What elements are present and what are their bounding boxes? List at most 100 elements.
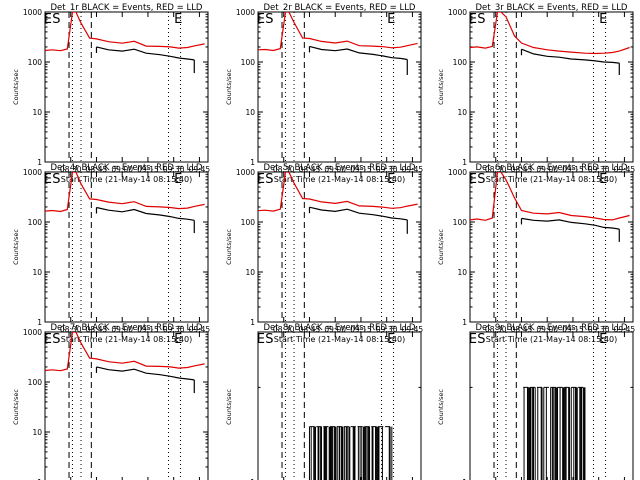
marker-label: S (265, 332, 273, 347)
x-axis-label: Start Time (21-May-14 08:15:40) (486, 335, 617, 344)
panel-title: Det_9r BLACK = Events, RED = LLD (476, 323, 628, 333)
x-tick-label: 08:45 (299, 165, 321, 174)
y-tick-label: 10 (245, 108, 255, 117)
x-tick-label: 09:00 (536, 165, 558, 174)
y-axis-label: Counts/sec (12, 229, 20, 265)
lld-series-line (258, 12, 418, 52)
y-tick-label: 1000 (448, 168, 467, 177)
y-tick-label: 1000 (23, 328, 42, 337)
panel-4: Det_4r BLACK = Events, RED = LLD 1 10 100 10… (12, 163, 210, 344)
x-tick-label: 09:30 (163, 165, 185, 174)
events-series-line (96, 206, 195, 221)
marker-label: S (52, 172, 60, 187)
y-tick-label: 1000 (236, 168, 255, 177)
x-tick-label: 09:15 (562, 325, 584, 334)
plot-frame (44, 11, 209, 163)
y-tick-label: 1 (250, 478, 255, 480)
x-axis-label: Start Time (21-May-14 08:15:40) (274, 335, 405, 344)
events-series-line (96, 46, 195, 61)
marker-label: E (44, 332, 52, 347)
x-tick-label: 09:15 (562, 165, 584, 174)
y-tick-label: 1 (37, 158, 42, 167)
plot-frame (44, 171, 209, 323)
marker-label: S (265, 12, 273, 27)
x-tick-label: 09:30 (588, 325, 610, 334)
panel-2: Det_2r BLACK = Events, RED = LLD 1 10 100 10… (225, 3, 423, 184)
marker-label: E (469, 332, 477, 347)
x-axis-label: Start Time (21-May-14 08:15:40) (61, 335, 192, 344)
panel-title: Det_2r BLACK = Events, RED = LLD (264, 3, 416, 13)
x-tick-label: 09:00 (111, 325, 133, 334)
panel-9: Det_9r BLACK = Events, RED = LLD 1 Counts/… (437, 323, 634, 480)
panel-8: Det_8r BLACK = Events, RED = LLD 1 Counts/… (225, 323, 422, 480)
lld-series-line (470, 172, 630, 221)
panel-title: Det_7r BLACK = Events, RED = LLD (51, 323, 203, 333)
y-tick-label: 1 (462, 478, 467, 480)
x-tick-label: 09:30 (376, 165, 398, 174)
marker-label: E (599, 172, 607, 187)
y-tick-label: 100 (453, 58, 468, 67)
x-tick-label: 08:30 (273, 165, 295, 174)
panel-6: Det_6r BLACK = Events, RED = LLD 1 10 100 10… (437, 163, 635, 344)
marker-label: E (257, 12, 265, 27)
plot-frame (469, 171, 634, 323)
x-tick-label: 08:45 (511, 325, 533, 334)
y-tick-label: 10 (32, 268, 42, 277)
marker-label: E (257, 332, 265, 347)
y-tick-label: 10 (32, 428, 42, 437)
x-axis-label: Start Time (21-May-14 08:15:40) (61, 175, 192, 184)
events-series-line (96, 366, 195, 381)
x-tick-label: 09:00 (536, 325, 558, 334)
marker-label: E (469, 12, 477, 27)
events-series-line (309, 206, 408, 221)
x-tick-label: 09:30 (163, 325, 185, 334)
marker-label: E (599, 332, 607, 347)
marker-label: S (477, 332, 485, 347)
y-axis-label: Counts/sec (12, 69, 20, 105)
panel-3: Det_3r BLACK = Events, RED = LLD 1 10 100 10… (437, 3, 635, 184)
marker-label: E (387, 332, 395, 347)
plot-frame (257, 331, 422, 480)
plot-frame (469, 11, 634, 163)
plot-frame (257, 171, 422, 323)
x-tick-label: 09:00 (324, 325, 346, 334)
y-tick-label: 1 (462, 318, 467, 327)
marker-label: E (174, 12, 182, 27)
lld-series-line (45, 12, 205, 52)
y-axis-label: Counts/sec (437, 69, 445, 105)
x-axis-label: Start Time (21-May-14 08:15:40) (274, 175, 405, 184)
events-series-line (521, 217, 620, 230)
x-tick-label: 08:30 (273, 325, 295, 334)
x-tick-label: 09:15 (350, 325, 372, 334)
plot-frame (44, 331, 209, 480)
x-tick-label: 09:15 (350, 165, 372, 174)
panel-7: Det_7r BLACK = Events, RED = LLD 1 10 100 10… (12, 323, 209, 480)
y-tick-label: 1000 (448, 8, 467, 17)
y-tick-label: 1 (37, 478, 42, 480)
y-tick-label: 1 (462, 158, 467, 167)
panel-title: Det_5r BLACK = Events, RED = LLD (264, 163, 416, 173)
marker-label: S (477, 12, 485, 27)
marker-label: E (387, 172, 395, 187)
x-tick-label: 09:15 (137, 325, 159, 334)
x-tick-label: 08:30 (60, 325, 82, 334)
x-tick-label: 08:30 (485, 325, 507, 334)
plot-frame (469, 331, 634, 480)
y-tick-label: 1 (250, 158, 255, 167)
y-axis-label: Counts/sec (437, 389, 445, 425)
marker-label: E (44, 172, 52, 187)
y-tick-label: 100 (28, 218, 43, 227)
y-tick-label: 10 (457, 268, 467, 277)
panel-title: Det_6r BLACK = Events, RED = LLD (476, 163, 628, 173)
marker-label: E (174, 332, 182, 347)
x-tick-label: 09:30 (376, 325, 398, 334)
x-tick-label: 08:45 (299, 325, 321, 334)
y-tick-label: 100 (241, 58, 256, 67)
y-tick-label: 100 (28, 58, 43, 67)
marker-label: S (265, 172, 273, 187)
x-tick-label: 08:30 (485, 165, 507, 174)
x-tick-label: 09:30 (588, 165, 610, 174)
y-tick-label: 10 (457, 108, 467, 117)
panel-title: Det_4r BLACK = Events, RED = LLD (51, 163, 203, 173)
